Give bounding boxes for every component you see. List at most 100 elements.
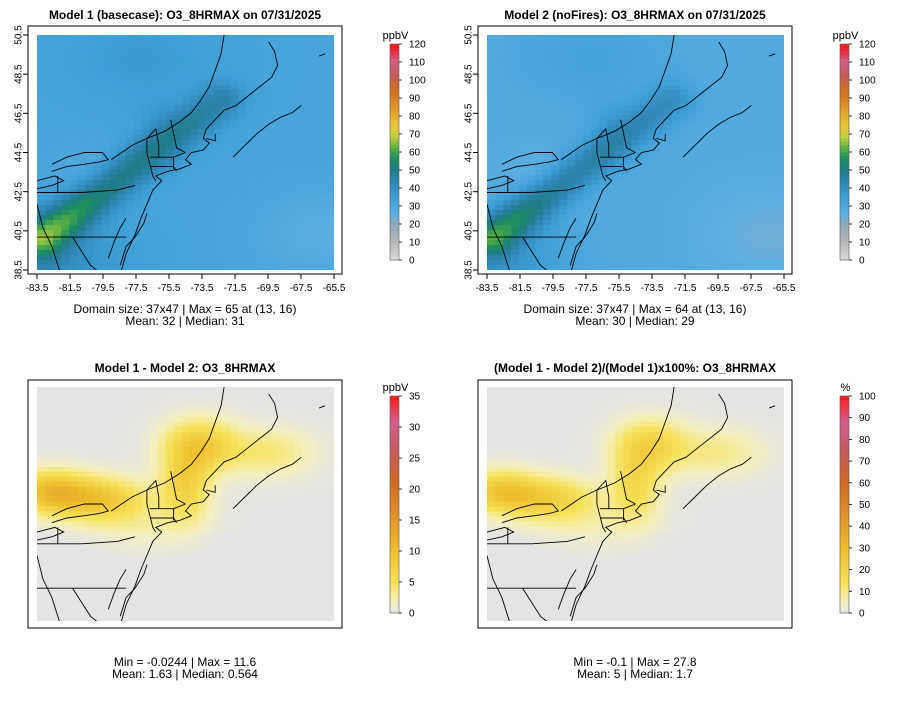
grid-cell — [109, 402, 117, 407]
grid-cell — [696, 260, 704, 265]
grid-cell — [45, 402, 53, 407]
grid-cell — [125, 120, 133, 125]
grid-cell — [696, 205, 704, 210]
grid-cell — [173, 35, 181, 40]
grid-cell — [149, 90, 157, 95]
grid-cell — [181, 160, 189, 165]
grid-cell — [776, 130, 784, 135]
grid-cell — [310, 130, 318, 135]
grid-cell — [302, 215, 310, 220]
grid-cell — [776, 55, 784, 60]
grid-cell — [760, 105, 768, 110]
grid-cell — [310, 447, 318, 452]
grid-cell — [270, 210, 278, 215]
grid-cell — [270, 100, 278, 105]
grid-cell — [181, 422, 189, 427]
grid-cell — [302, 135, 310, 140]
grid-cell — [270, 447, 278, 452]
grid-cell — [238, 155, 246, 160]
grid-cell — [527, 185, 535, 190]
grid-cell — [286, 135, 294, 140]
grid-cell — [109, 175, 117, 180]
grid-cell — [720, 260, 728, 265]
grid-cell — [53, 115, 61, 120]
grid-cell — [543, 240, 551, 245]
grid-cell — [37, 397, 45, 402]
grid-cell — [728, 85, 736, 90]
grid-cell — [583, 160, 591, 165]
grid-cell — [125, 40, 133, 45]
x-tick-label: -83.5 — [476, 283, 499, 294]
grid-cell — [648, 60, 656, 65]
grid-cell — [238, 462, 246, 467]
grid-cell — [262, 180, 270, 185]
grid-cell — [615, 100, 623, 105]
grid-cell — [93, 155, 101, 160]
grid-cell — [69, 487, 77, 492]
grid-cell — [77, 180, 85, 185]
grid-cell — [318, 526, 326, 531]
grid-cell — [101, 55, 109, 60]
grid-cell — [672, 115, 680, 120]
grid-cell — [173, 170, 181, 175]
grid-cell — [262, 70, 270, 75]
grid-cell — [173, 110, 181, 115]
grid-cell — [101, 516, 109, 521]
grid-cell — [181, 250, 189, 255]
grid-cell — [254, 205, 262, 210]
grid-cell — [181, 215, 189, 220]
grid-cell — [712, 190, 720, 195]
grid-cell — [149, 95, 157, 100]
grid-cell — [487, 145, 495, 150]
grid-cell — [61, 437, 69, 442]
grid-cell — [254, 387, 262, 392]
grid-cell — [567, 215, 575, 220]
grid-cell — [559, 230, 567, 235]
colorbar-unit: ppbV — [383, 30, 409, 42]
grid-cell — [165, 541, 173, 546]
grid-cell — [165, 120, 173, 125]
grid-cell — [680, 205, 688, 210]
grid-cell — [109, 205, 117, 210]
grid-cell — [704, 215, 712, 220]
grid-cell — [254, 115, 262, 120]
grid-cell — [326, 407, 334, 412]
colorbar-segment — [390, 181, 399, 185]
grid-cell — [696, 145, 704, 150]
grid-cell — [133, 387, 141, 392]
grid-cell — [69, 265, 77, 270]
grid-cell — [583, 255, 591, 260]
grid-cell — [198, 220, 206, 225]
grid-cell — [640, 40, 648, 45]
grid-cell — [752, 175, 760, 180]
grid-cell — [286, 40, 294, 45]
colorbar-segment — [390, 109, 399, 113]
grid-cell — [760, 210, 768, 215]
grid-cell — [61, 80, 69, 85]
grid-cell — [696, 165, 704, 170]
grid-cell — [575, 70, 583, 75]
grid-cell — [270, 110, 278, 115]
colorbar-segment — [390, 69, 399, 73]
grid-cell — [535, 95, 543, 100]
grid-cell — [246, 150, 254, 155]
grid-cell — [511, 200, 519, 205]
grid-cell — [206, 220, 214, 225]
colorbar-tick-label: 20 — [859, 220, 871, 231]
grid-cell — [109, 210, 117, 215]
colorbar-segment — [840, 213, 849, 217]
grid-cell — [318, 536, 326, 541]
grid-cell — [165, 536, 173, 541]
grid-cell — [101, 185, 109, 190]
grid-cell — [310, 155, 318, 160]
grid-cell — [607, 45, 615, 50]
grid-cell — [278, 482, 286, 487]
grid-cell — [214, 65, 222, 70]
grid-cell — [631, 120, 639, 125]
grid-cell — [206, 516, 214, 521]
grid-cell — [310, 511, 318, 516]
grid-cell — [270, 80, 278, 85]
grid-cell — [776, 135, 784, 140]
grid-cell — [117, 437, 125, 442]
grid-cell — [190, 50, 198, 55]
